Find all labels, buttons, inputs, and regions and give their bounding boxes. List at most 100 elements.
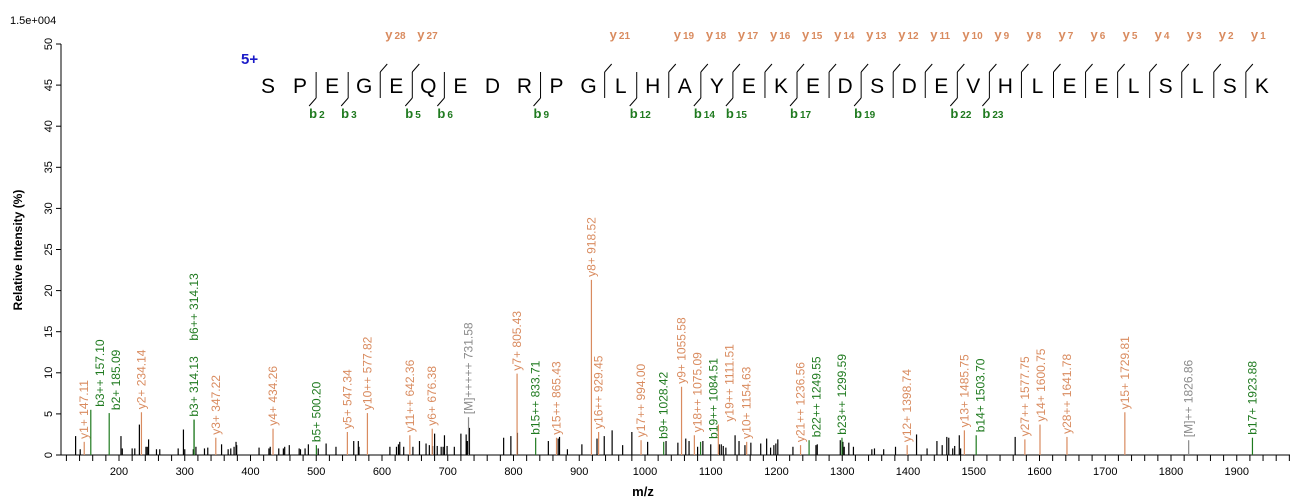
y-ion-tick — [1245, 63, 1254, 73]
residue-letter: S — [1223, 75, 1237, 98]
b-ion-number: 19 — [864, 110, 876, 121]
residue-letter: K — [774, 75, 788, 98]
peptide-sequence-annotation: S P E G E Q E D R P G L H A Y E K E D S D E V H L E E L S L S Ky 28 y 27 y 2… — [261, 27, 1269, 121]
y-ion-number: 11 — [939, 31, 950, 42]
residue-letter: K — [1255, 75, 1269, 98]
peak-label: b6++ 314.13 — [187, 273, 201, 341]
b-ion-number: 12 — [640, 110, 652, 121]
b-ion-number: 22 — [960, 110, 972, 121]
b-ion-label: b 14 — [694, 106, 716, 121]
x-tick-label: 600 — [373, 466, 391, 478]
y-ion-label: y 18 — [706, 27, 727, 42]
residue-letter: E — [325, 75, 339, 98]
b-ion-tick — [693, 97, 702, 107]
y-tick-label: 20 — [43, 284, 55, 296]
residue-letter: V — [966, 75, 980, 98]
peak-label: y5+ 547.34 — [340, 369, 354, 429]
x-tick-label: 1400 — [896, 466, 920, 478]
peak-label: b3++ 157.10 — [93, 339, 107, 407]
residue-letter: P — [550, 75, 564, 98]
y-ion-label: y 17 — [738, 27, 759, 42]
residue-letter: H — [998, 75, 1013, 98]
y-ion-label: y 21 — [610, 27, 631, 42]
axes: 200 300 400 500 600 700 800 900 1000 1100 1200 1300… — [43, 38, 1290, 478]
residue-letter: E — [1062, 75, 1076, 98]
y-ion-number: 15 — [811, 31, 823, 42]
y-ion-number: 18 — [715, 31, 727, 42]
y-ion-tick — [1117, 63, 1125, 73]
x-tick-label: 1800 — [1159, 466, 1183, 478]
residue-letter: D — [837, 75, 852, 98]
peak-label: y10++ 577.82 — [360, 336, 374, 410]
y-ion-label: y 19 — [674, 27, 695, 42]
b-ion-tick — [436, 97, 445, 107]
y-ion-number: 19 — [683, 31, 695, 42]
y-ion-number: 28 — [394, 31, 406, 42]
peak-label: b15++ 833.71 — [529, 360, 543, 434]
y-tick-label: 0 — [43, 452, 55, 458]
y-tick-label: 35 — [43, 161, 55, 173]
b-ion-number: 17 — [800, 110, 812, 121]
y-ion-number: 3 — [1196, 31, 1202, 42]
y-ion-number: 5 — [1132, 31, 1138, 42]
y-ion-tick — [732, 63, 741, 73]
y-ion-tick — [1021, 63, 1029, 73]
b-ion-number: 3 — [351, 110, 357, 121]
y-tick-label: 25 — [43, 243, 55, 255]
x-tick-label: 300 — [176, 466, 194, 478]
peak-label: y8+ 918.52 — [584, 217, 598, 277]
y-ion-label: y 13 — [866, 27, 887, 42]
x-tick-label: 1900 — [1225, 466, 1249, 478]
residue-letter: L — [1032, 75, 1044, 98]
y-ion-tick — [764, 63, 773, 73]
peak-label: y3+ 347.22 — [209, 375, 223, 435]
residue-letter: Y — [710, 75, 724, 98]
y-ion-label: y 12 — [898, 27, 919, 42]
x-tick-label: 1600 — [1027, 466, 1051, 478]
intensity-scale-label: 1.5e+004 — [10, 15, 56, 27]
peak-label: b17+ 1923.88 — [1245, 361, 1259, 435]
b-ion-tick — [404, 97, 413, 107]
y-ion-label: y 11 — [930, 27, 950, 42]
y-ion-number: 9 — [1004, 31, 1010, 42]
b-ion-number: 23 — [992, 110, 1004, 121]
y-ion-tick — [379, 63, 388, 73]
x-tick-label: 1500 — [962, 466, 986, 478]
peak-label: [M]+++++ 731.58 — [462, 322, 476, 414]
peak-label: y17++ 994.00 — [634, 363, 648, 437]
peak-label: b2+ 185.09 — [109, 349, 123, 410]
b-ion-tick — [853, 97, 862, 107]
peak-label: y10+ 1154.63 — [740, 366, 754, 439]
x-tick-label: 500 — [307, 466, 325, 478]
b-ion-tick — [340, 97, 349, 107]
y-ion-number: 6 — [1100, 31, 1106, 42]
y-ion-tick — [411, 63, 420, 73]
y-ion-tick — [668, 63, 677, 73]
peak-label: y14+ 1600.75 — [1034, 348, 1048, 421]
residue-letter: R — [517, 75, 532, 98]
y-tick-label: 15 — [43, 326, 55, 338]
b-ion-label: b 17 — [790, 106, 812, 121]
y-ion-number: 2 — [1228, 31, 1234, 42]
y-ion-number: 7 — [1068, 31, 1074, 42]
residue-letter: E — [453, 75, 467, 98]
y-ion-number: 21 — [619, 31, 631, 42]
y-ion-label: y 27 — [417, 27, 438, 42]
residue-letter: P — [293, 75, 307, 98]
residue-letter: E — [389, 75, 403, 98]
y-ion-number: 1 — [1260, 31, 1266, 42]
y-ion-tick — [989, 63, 997, 73]
residue-letter: G — [356, 75, 372, 98]
b-ion-tick — [789, 97, 798, 107]
b-ion-tick — [949, 97, 958, 107]
